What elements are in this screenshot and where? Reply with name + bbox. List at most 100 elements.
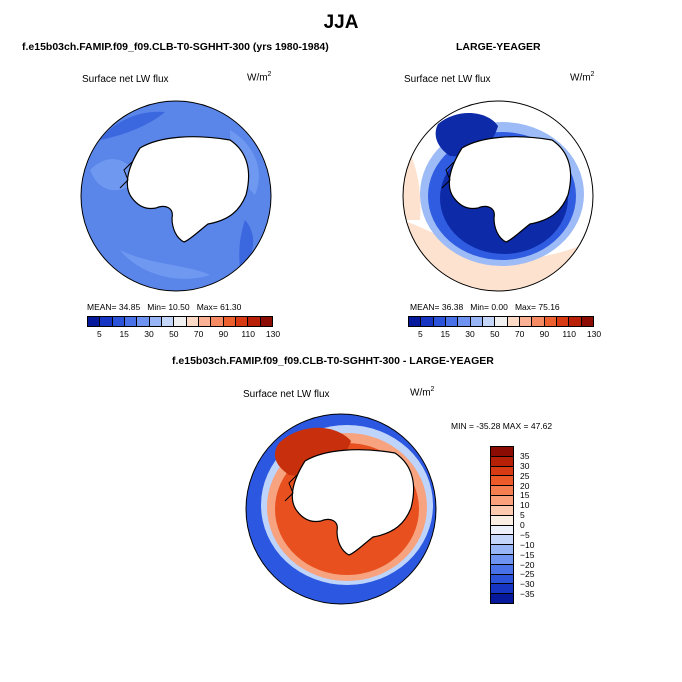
diff-colorbar — [490, 446, 514, 604]
colorbar-swatch — [491, 456, 513, 467]
colorbar-tick-label: 30 — [465, 329, 475, 339]
colorbar-swatch — [544, 317, 557, 326]
model-field-patch — [239, 220, 254, 270]
colorbar-swatch — [491, 476, 513, 487]
colorbar-tick-label: −10 — [520, 539, 535, 550]
obs-colorbar-ticks: 5 15 30 50 70 90 110 130 — [408, 329, 601, 341]
diff-units-label: W/m2 — [410, 386, 435, 399]
colorbar-tick-label: 15 — [520, 490, 530, 501]
colorbar-tick-label: 110 — [562, 329, 576, 339]
model-stats: MEAN= 34.85 Min= 10.50 Max= 61.30 — [87, 302, 242, 312]
figure-title: JJA — [323, 12, 359, 33]
colorbar-swatch — [445, 317, 459, 326]
model-run-title: f.e15b03ch.FAMIP.f09_f09.CLB-T0-SGHHT-30… — [22, 41, 329, 53]
colorbar-swatch — [198, 317, 212, 326]
colorbar-tick-label: 5 — [520, 510, 525, 521]
colorbar-tick-label: 15 — [440, 329, 450, 339]
colorbar-tick-label: 25 — [520, 470, 530, 481]
colorbar-swatch — [458, 317, 471, 326]
colorbar-swatch — [491, 447, 513, 457]
colorbar-swatch — [491, 515, 513, 526]
obs-colorbar — [408, 316, 594, 327]
colorbar-swatch — [124, 317, 138, 326]
colorbar-swatch — [491, 545, 513, 555]
colorbar-swatch — [409, 317, 422, 326]
diff-minmax: MIN = -35.28 MAX = 47.62 — [451, 421, 553, 431]
antarctic-peninsula-coast — [284, 474, 298, 502]
obs-stats: MEAN= 36.38 Min= 0.00 Max= 75.16 — [410, 302, 560, 312]
colorbar-tick-label: 70 — [193, 329, 204, 339]
colorbar-swatch — [556, 317, 570, 326]
diff-colorbar-ticks: 35 30 25 20 15 10 5 0 −5 −10 −15 −20 −25 −30 −35 — [520, 446, 560, 604]
colorbar-tick-label: 50 — [490, 329, 500, 339]
colorbar-swatch — [495, 317, 508, 326]
colorbar-swatch — [161, 317, 175, 326]
model-colorbar — [87, 316, 273, 327]
map-border — [245, 413, 437, 605]
colorbar-swatch — [491, 496, 513, 506]
colorbar-swatch — [235, 317, 249, 326]
colorbar-swatch — [491, 525, 513, 536]
colorbar-tick-label: 90 — [539, 329, 550, 339]
colorbar-swatch — [186, 317, 199, 326]
colorbar-swatch — [519, 317, 533, 326]
colorbar-tick-label: 5 — [97, 329, 102, 339]
colorbar-tick-label: 90 — [218, 329, 229, 339]
colorbar-swatch — [532, 317, 545, 326]
colorbar-swatch — [421, 317, 434, 326]
diff-polar-map — [245, 413, 437, 605]
obs-units-label: W/m2 — [570, 71, 595, 84]
obs-run-title: LARGE-YEAGER — [456, 41, 541, 53]
colorbar-swatch — [491, 574, 513, 585]
colorbar-swatch — [470, 317, 483, 326]
colorbar-swatch — [569, 317, 582, 326]
colorbar-swatch — [491, 564, 513, 575]
colorbar-swatch — [491, 554, 513, 565]
colorbar-tick-label: 130 — [265, 329, 281, 339]
colorbar-tick-label: 10 — [520, 500, 530, 511]
map-border — [80, 100, 272, 292]
colorbar-tick-label: 30 — [144, 329, 154, 339]
map-border — [402, 100, 594, 292]
colorbar-tick-label: 70 — [514, 329, 525, 339]
model-field-label: Surface net LW flux — [82, 74, 169, 85]
colorbar-tick-label: 110 — [241, 329, 255, 339]
colorbar-tick-label: −25 — [520, 569, 535, 580]
colorbar-swatch — [112, 317, 125, 326]
colorbar-tick-label: −35 — [520, 589, 535, 600]
colorbar-swatch — [211, 317, 224, 326]
colorbar-tick-label: 5 — [418, 329, 423, 339]
colorbar-tick-label: −15 — [520, 549, 535, 560]
model-colorbar-ticks: 5 15 30 50 70 90 110 130 — [87, 329, 280, 341]
antarctic-peninsula-coast — [119, 161, 133, 189]
colorbar-swatch — [491, 584, 513, 595]
colorbar-tick-label: 50 — [169, 329, 179, 339]
model-field-patch — [100, 111, 165, 140]
colorbar-swatch — [491, 505, 513, 516]
colorbar-swatch — [149, 317, 162, 326]
colorbar-swatch — [88, 317, 101, 326]
colorbar-tick-label: 35 — [520, 450, 530, 461]
colorbar-tick-label: 130 — [586, 329, 602, 339]
colorbar-swatch — [507, 317, 520, 326]
colorbar-swatch — [174, 317, 187, 326]
model-field-patch — [120, 250, 210, 279]
colorbar-swatch — [482, 317, 496, 326]
colorbar-swatch — [433, 317, 446, 326]
colorbar-tick-label: −30 — [520, 579, 535, 590]
colorbar-tick-label: 0 — [520, 520, 525, 530]
colorbar-swatch — [260, 317, 272, 326]
diff-run-title: f.e15b03ch.FAMIP.f09_f09.CLB-T0-SGHHT-30… — [172, 355, 494, 367]
colorbar-tick-label: 20 — [520, 480, 530, 491]
antarctica-landmass — [448, 136, 572, 243]
antarctic-peninsula-coast — [441, 161, 455, 189]
colorbar-swatch — [491, 486, 513, 497]
model-units-label: W/m2 — [247, 71, 272, 84]
colorbar-swatch — [100, 317, 113, 326]
colorbar-tick-label: −20 — [520, 559, 535, 570]
colorbar-swatch — [581, 317, 593, 326]
colorbar-swatch — [248, 317, 261, 326]
obs-field-patch — [403, 220, 593, 291]
model-polar-map — [80, 100, 272, 292]
colorbar-swatch — [491, 466, 513, 477]
